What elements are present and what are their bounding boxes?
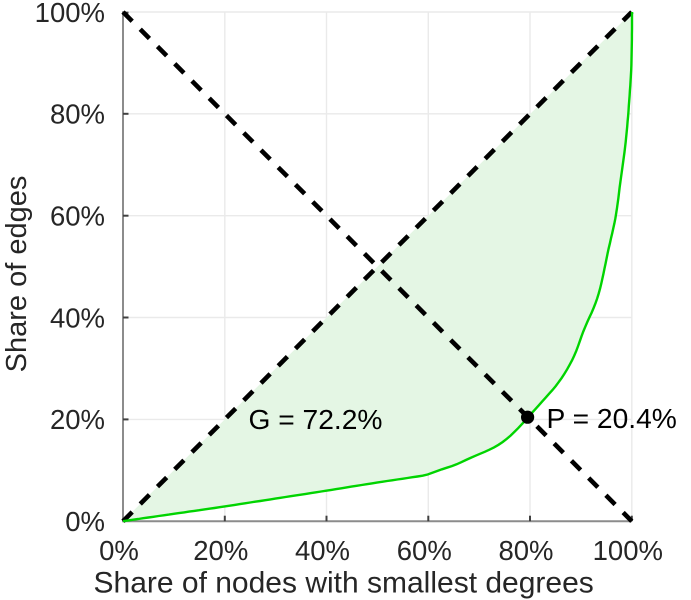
svg-text:40%: 40% <box>295 535 350 566</box>
svg-text:20%: 20% <box>50 404 105 435</box>
svg-text:80%: 80% <box>50 99 105 130</box>
svg-text:40%: 40% <box>50 302 105 333</box>
svg-text:60%: 60% <box>397 535 452 566</box>
svg-text:P = 20.4%: P = 20.4% <box>547 402 677 434</box>
svg-text:60%: 60% <box>50 201 105 232</box>
svg-text:Share of nodes with smallest d: Share of nodes with smallest degrees <box>94 567 594 600</box>
svg-text:100%: 100% <box>35 0 105 28</box>
svg-text:80%: 80% <box>498 535 553 566</box>
svg-text:20%: 20% <box>193 535 248 566</box>
svg-text:G = 72.2%: G = 72.2% <box>249 403 383 435</box>
svg-text:0%: 0% <box>99 535 139 566</box>
svg-text:Share of edges: Share of edges <box>1 176 33 373</box>
svg-text:0%: 0% <box>65 506 105 537</box>
svg-text:100%: 100% <box>593 535 663 566</box>
